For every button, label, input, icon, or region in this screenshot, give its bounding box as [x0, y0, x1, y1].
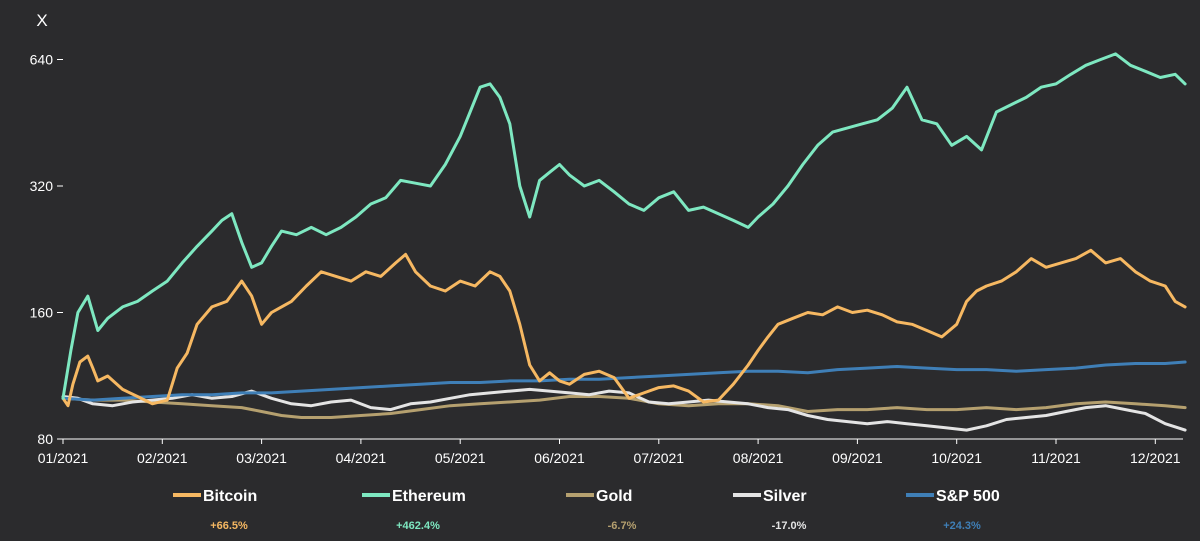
x-tick-label: 07/2021 [633, 450, 684, 466]
series-line-ethereum [61, 52, 1187, 400]
x-tick-label: 04/2021 [336, 450, 387, 466]
legend-label-silver: Silver [763, 488, 807, 505]
x-tick-label: 01/2021 [38, 450, 89, 466]
y-axis: 80 160 320 640 [30, 52, 63, 447]
x-tick-label: 08/2021 [733, 450, 784, 466]
legend-label-ethereum: Ethereum [392, 488, 466, 505]
legend-change-gold: -6.7% [608, 520, 637, 532]
y-tick-label: 320 [30, 178, 54, 194]
x-tick-label: 02/2021 [137, 450, 188, 466]
x-tick-label: 12/2021 [1130, 450, 1181, 466]
y-tick-label: 160 [30, 305, 54, 321]
legend-label-gold: Gold [596, 488, 632, 505]
x-axis: 01/2021 02/2021 03/2021 04/2021 05/2021 06/20… [38, 439, 1181, 466]
series-line-gold [61, 395, 1187, 419]
series-line-s-p-500 [61, 360, 1187, 402]
x-tick-label: 05/2021 [435, 450, 486, 466]
x-tick-label: 06/2021 [534, 450, 585, 466]
legend-label-s-p-500: S&P 500 [936, 488, 1000, 505]
x-tick-label: 11/2021 [1031, 450, 1081, 466]
series-lines [61, 52, 1187, 432]
legend-change-ethereum: +462.4% [396, 520, 440, 532]
legend-label-bitcoin: Bitcoin [203, 488, 257, 505]
y-axis-label: X [36, 11, 47, 30]
legend-change-bitcoin: +66.5% [210, 520, 248, 532]
x-tick-label: 03/2021 [236, 450, 287, 466]
legend-change-s-p-500: +24.3% [943, 520, 981, 532]
series-line-bitcoin [61, 248, 1187, 408]
y-tick-label: 640 [30, 52, 54, 68]
legend: Bitcoin +66.5% Ethereum +462.4% Gold -6.7% Sil… [173, 488, 1000, 532]
y-tick-label: 80 [37, 431, 53, 447]
x-tick-label: 09/2021 [832, 450, 883, 466]
legend-change-silver: -17.0% [772, 520, 807, 532]
x-tick-label: 10/2021 [931, 450, 982, 466]
